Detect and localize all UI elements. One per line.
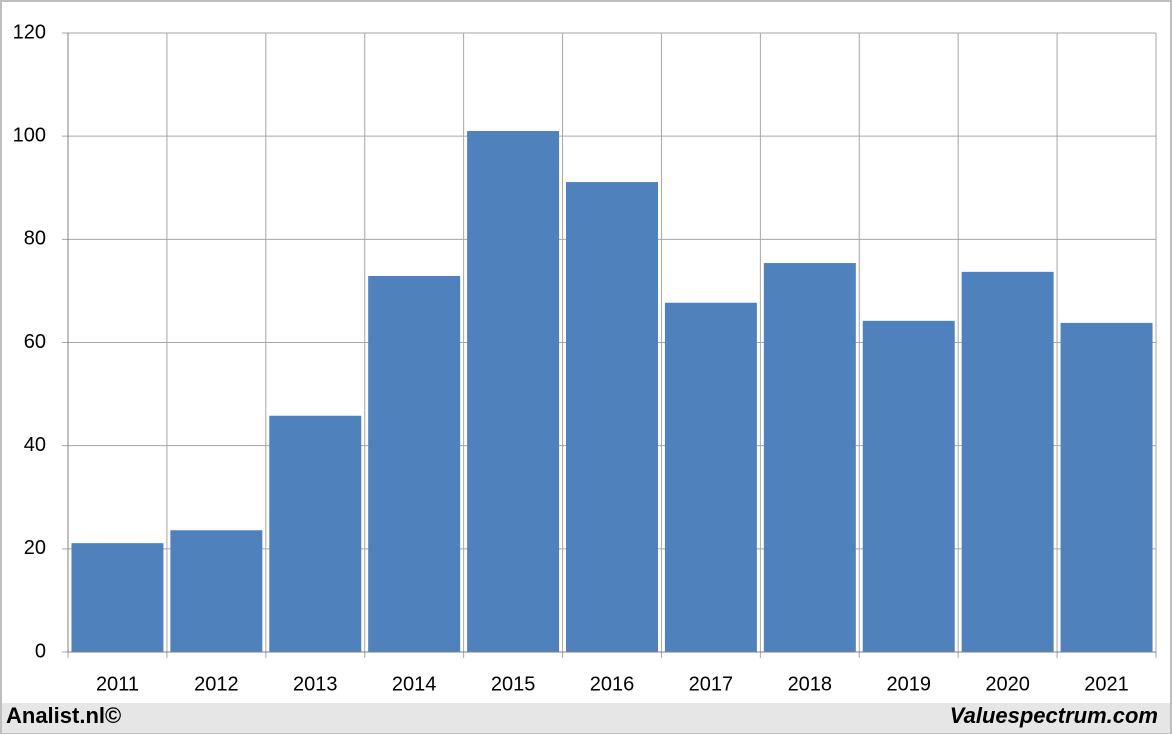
y-tick-label: 80 — [24, 228, 46, 250]
y-tick-label: 60 — [24, 331, 46, 353]
y-tick-label: 20 — [24, 537, 46, 559]
y-tick-label: 120 — [13, 21, 46, 43]
bar — [71, 543, 164, 652]
y-tick-label: 0 — [35, 640, 46, 662]
bar — [269, 415, 362, 652]
x-tick-label: 2016 — [590, 673, 635, 695]
bar — [170, 530, 263, 652]
bar — [862, 320, 955, 652]
x-tick-label: 2017 — [689, 673, 734, 695]
x-tick-label: 2015 — [491, 673, 536, 695]
footer-right: Valuespectrum.com — [950, 703, 1158, 728]
x-tick-label: 2013 — [293, 673, 338, 695]
x-tick-label: 2019 — [886, 673, 931, 695]
footer-left: Analist.nl© — [6, 703, 121, 728]
x-tick-label: 2011 — [96, 673, 139, 695]
x-tick-label: 2014 — [392, 673, 437, 695]
x-tick-label: 2012 — [194, 673, 239, 695]
footer-band — [2, 703, 1170, 733]
bar — [763, 263, 856, 652]
bar — [467, 131, 560, 653]
bar — [1060, 322, 1153, 652]
x-tick-label: 2021 — [1084, 673, 1129, 695]
y-tick-label: 100 — [13, 124, 46, 146]
x-tick-label: 2020 — [985, 673, 1030, 695]
y-tick-label: 40 — [24, 434, 46, 456]
bar — [566, 182, 658, 652]
bar — [664, 302, 757, 652]
bar — [368, 275, 461, 652]
bar — [961, 271, 1054, 652]
x-tick-label: 2018 — [788, 673, 833, 695]
